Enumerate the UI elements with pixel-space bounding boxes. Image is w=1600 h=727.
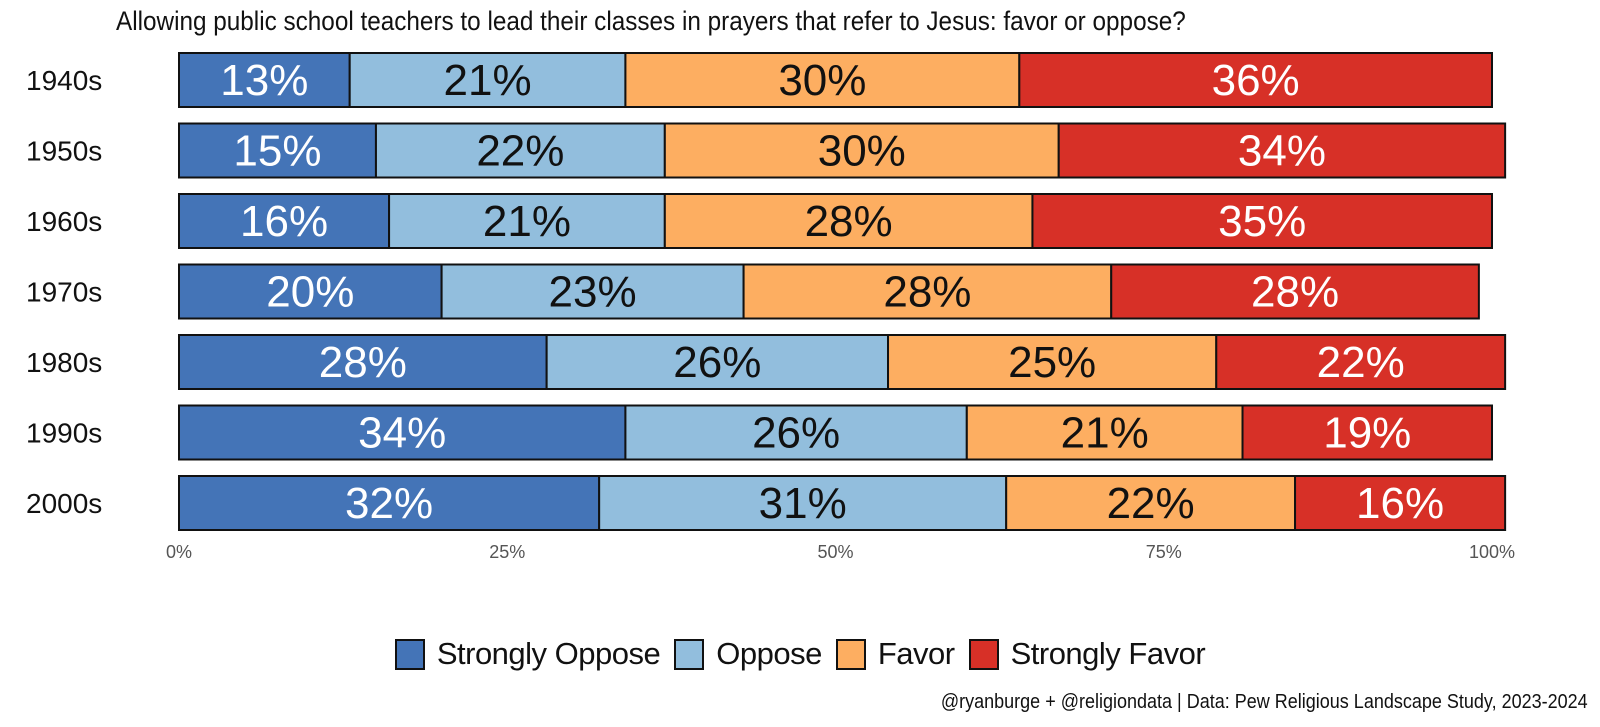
data-label-oppose-1990s: 26%: [752, 409, 840, 458]
bar-favor-1960s: [663, 193, 1034, 249]
legend-item-oppose: Oppose: [674, 636, 822, 672]
x-tick-label-1: 25%: [489, 542, 525, 562]
data-label-favor-1990s: 21%: [1061, 409, 1149, 458]
bar-oppose-1940s: [348, 52, 627, 108]
legend-swatch-strongly-oppose: [394, 638, 425, 670]
data-label-favor-1950s: 30%: [818, 127, 906, 176]
bar-strongly-oppose-1950s: [178, 122, 377, 179]
data-label-strongly-oppose-1950s: 15%: [233, 127, 321, 176]
bar-favor-1990s: [965, 404, 1244, 461]
data-label-strongly-favor-1990s: 19%: [1323, 409, 1411, 458]
legend: Strongly Oppose Oppose Favor Strongly Fa…: [0, 636, 1600, 672]
x-tick-label-2: 50%: [817, 542, 853, 562]
data-label-oppose-1960s: 21%: [483, 197, 571, 246]
legend-item-strongly-favor: Strongly Favor: [968, 636, 1206, 672]
data-label-favor-1970s: 28%: [883, 268, 971, 317]
data-label-favor-1980s: 25%: [1008, 338, 1096, 387]
bar-oppose-1980s: [545, 334, 890, 390]
data-label-strongly-oppose-2000s: 32%: [345, 479, 433, 528]
legend-label-strongly-favor: Strongly Favor: [1010, 636, 1206, 671]
data-label-strongly-favor-1950s: 34%: [1238, 127, 1326, 176]
bar-strongly-oppose-1990s: [178, 404, 627, 461]
category-label-1950s: 1950s: [26, 136, 102, 167]
chart-title: Allowing public school teachers to lead …: [116, 6, 1186, 36]
legend-swatch-strongly-favor: [968, 638, 999, 670]
data-label-strongly-oppose-1940s: 13%: [220, 56, 308, 105]
source-caption: @ryanburge + @religiondata | Data: Pew R…: [941, 691, 1588, 713]
bar-oppose-2000s: [598, 475, 1008, 531]
bar-strongly-oppose-1940s: [178, 52, 351, 108]
bar-strongly-favor-1950s: [1057, 122, 1507, 179]
data-label-favor-1940s: 30%: [778, 56, 866, 105]
bar-strongly-oppose-1960s: [178, 193, 391, 249]
bar-oppose-1950s: [374, 122, 666, 179]
bar-strongly-favor-1960s: [1031, 193, 1493, 249]
data-label-strongly-favor-1960s: 35%: [1218, 197, 1306, 246]
bar-strongly-oppose-2000s: [178, 475, 601, 531]
legend-label-oppose: Oppose: [716, 636, 822, 671]
legend-label-strongly-oppose: Strongly Oppose: [436, 636, 661, 671]
category-label-1970s: 1970s: [26, 277, 102, 308]
bar-strongly-favor-2000s: [1294, 475, 1507, 531]
category-label-1990s: 1990s: [26, 418, 102, 449]
data-label-oppose-1950s: 22%: [476, 127, 564, 176]
stacked-bar-chart: 1940s 13% 21% 30% 36% 1950s 15% 22% 30% 34% 1960s 1…: [26, 52, 1515, 562]
data-label-strongly-favor-1940s: 36%: [1212, 56, 1300, 105]
bar-oppose-1960s: [388, 193, 666, 249]
bar-strongly-favor-1980s: [1215, 334, 1507, 390]
legend-item-favor: Favor: [835, 636, 955, 672]
bar-strongly-oppose-1970s: [178, 263, 443, 320]
x-tick-label-4: 100%: [1469, 542, 1515, 562]
category-label-1960s: 1960s: [26, 206, 102, 237]
x-tick-label-0: 0%: [166, 542, 192, 562]
category-label-2000s: 2000s: [26, 488, 102, 519]
bar-strongly-oppose-1980s: [178, 334, 548, 390]
data-label-strongly-oppose-1970s: 20%: [266, 268, 354, 317]
bar-favor-1940s: [624, 52, 1021, 108]
category-label-1980s: 1980s: [26, 347, 102, 378]
data-label-favor-1960s: 28%: [805, 197, 893, 246]
x-tick-label-3: 75%: [1146, 542, 1182, 562]
bar-strongly-favor-1990s: [1241, 404, 1494, 461]
data-label-strongly-favor-1980s: 22%: [1317, 338, 1405, 387]
data-label-strongly-oppose-1960s: 16%: [240, 197, 328, 246]
data-label-oppose-1970s: 23%: [549, 268, 637, 317]
data-label-strongly-oppose-1980s: 28%: [319, 338, 407, 387]
bar-favor-1980s: [887, 334, 1218, 390]
data-label-oppose-2000s: 31%: [759, 479, 847, 528]
data-label-oppose-1980s: 26%: [673, 338, 761, 387]
data-label-favor-2000s: 22%: [1107, 479, 1195, 528]
category-label-1940s: 1940s: [26, 65, 102, 96]
legend-label-favor: Favor: [877, 636, 955, 671]
data-label-oppose-1940s: 21%: [444, 56, 532, 105]
data-label-strongly-favor-2000s: 16%: [1356, 479, 1444, 528]
bar-oppose-1990s: [624, 404, 968, 461]
bar-oppose-1970s: [440, 263, 745, 320]
legend-swatch-favor: [835, 638, 866, 670]
bar-favor-1970s: [742, 263, 1113, 320]
legend-item-strongly-oppose: Strongly Oppose: [394, 636, 661, 672]
data-label-strongly-oppose-1990s: 34%: [358, 409, 446, 458]
bar-strongly-favor-1970s: [1110, 263, 1480, 320]
data-label-strongly-favor-1970s: 28%: [1251, 268, 1339, 317]
bar-strongly-favor-1940s: [1018, 52, 1493, 108]
legend-swatch-oppose: [674, 638, 705, 670]
